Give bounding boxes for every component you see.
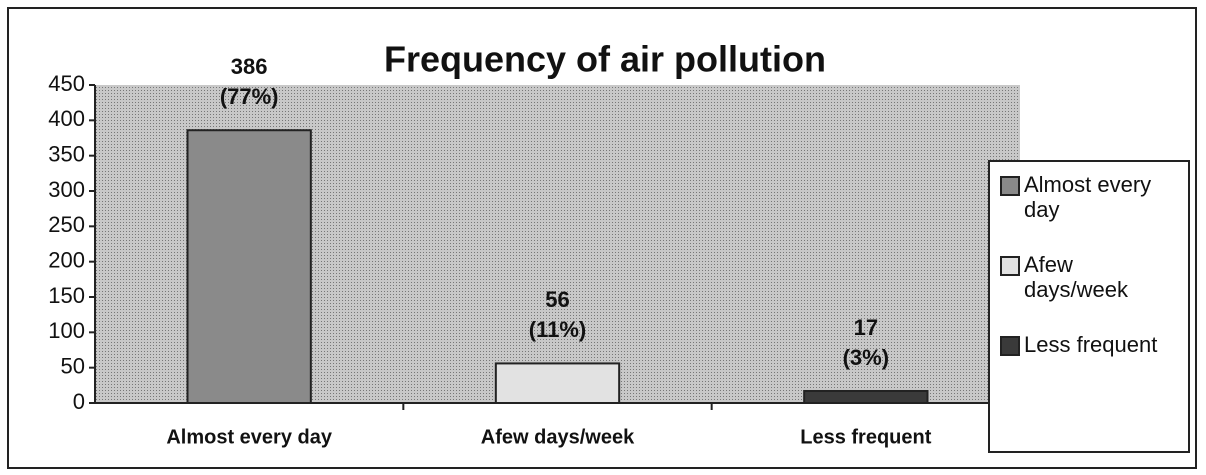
y-tick-label: 400 — [48, 106, 85, 131]
x-tick-label: Afew days/week — [481, 426, 635, 448]
legend-item: Afew days/week — [1000, 252, 1182, 302]
legend-swatch — [1000, 336, 1020, 356]
value-label: 17 — [854, 315, 878, 340]
legend-item: Almost every day — [1000, 172, 1182, 222]
y-tick-label: 350 — [48, 141, 85, 166]
percent-label: (77%) — [220, 84, 279, 109]
y-tick-label: 250 — [48, 212, 85, 237]
y-tick-label: 150 — [48, 283, 85, 308]
legend-label: Less frequent — [1024, 332, 1158, 357]
legend-label: Afew days/week — [1024, 252, 1128, 302]
y-tick-label: 50 — [61, 353, 85, 378]
legend: Almost every day Afew days/week Less frequ… — [988, 160, 1190, 453]
value-label: 386 — [231, 54, 268, 79]
y-tick-label: 300 — [48, 177, 85, 202]
x-tick-label: Less frequent — [800, 426, 931, 448]
legend-item: Less frequent — [1000, 332, 1182, 357]
percent-label: (11%) — [529, 317, 586, 342]
value-label: 56 — [545, 287, 569, 312]
y-tick-label: 450 — [48, 71, 85, 96]
legend-swatch — [1000, 176, 1020, 196]
bar — [494, 362, 621, 404]
bar — [186, 129, 312, 405]
legend-label: Almost every day — [1024, 172, 1152, 222]
y-tick-label: 100 — [48, 318, 85, 343]
percent-label: (3%) — [843, 345, 889, 370]
x-tick-label: Almost every day — [166, 426, 333, 448]
bar — [803, 389, 929, 404]
y-tick-label: 200 — [48, 247, 85, 272]
y-tick-label: 0 — [73, 389, 85, 414]
chart-title: Frequency of air pollution — [384, 39, 826, 80]
legend-swatch — [1000, 256, 1020, 276]
